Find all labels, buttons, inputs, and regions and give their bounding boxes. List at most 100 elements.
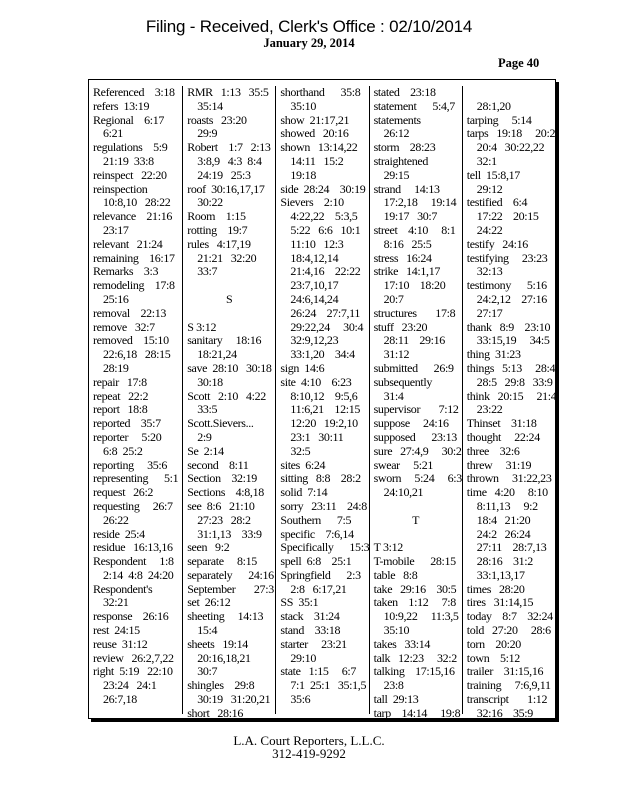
index-term-line: Southern 7:5 xyxy=(280,512,352,527)
index-term-line: shingles 29:8 xyxy=(187,678,255,693)
index-term-line: Remarks 3:3 xyxy=(93,264,159,279)
index-entry: town 5:12 xyxy=(463,650,555,666)
index-entry: submitted 26:9 xyxy=(370,361,462,376)
index-entry: sites 6:24 xyxy=(276,458,368,473)
index-term-line: statement 5:4,7 xyxy=(373,98,456,113)
index-term-line: times 28:20 xyxy=(466,581,525,596)
index-term-line: Se 2:14 xyxy=(187,443,224,458)
index-entry: suppose 24:16 xyxy=(370,416,462,431)
index-term-line: right 5:19 22:10 xyxy=(93,664,173,679)
index-entry: take 29:16 30:5 xyxy=(370,582,462,597)
index-term-line: residue 16:13,16 xyxy=(93,540,173,555)
index-term-line: reinspect 22:20 xyxy=(93,167,167,182)
index-term-line: stand 33:18 xyxy=(280,623,341,638)
index-entry: reside 25:4 xyxy=(89,527,181,542)
index-entry: table 8:8 xyxy=(370,568,462,583)
index-term-line: SS 35:1 xyxy=(280,595,319,610)
index-term-line: solid 7:14 xyxy=(280,485,328,500)
index-ref-line: 30:22 xyxy=(197,195,223,210)
index-entry: residue 16:13,16 xyxy=(89,540,181,555)
index-entry: sheeting 14:13 15:4 xyxy=(183,609,275,638)
index-entry: tarp 14:14 19:8 xyxy=(370,706,462,721)
index-term-line: regulations 5:9 xyxy=(93,140,168,155)
index-term-line: tell 15:8,17 xyxy=(466,167,520,182)
index-ref-line: 14:11 15:2 xyxy=(290,153,344,168)
index-term-line: response 26:16 xyxy=(93,609,169,624)
index-ref-line: 35:10 xyxy=(290,98,316,113)
index-term-line: street 4:10 8:1 xyxy=(373,222,456,237)
index-ref-line: 32:21 xyxy=(103,595,129,610)
index-term-line: today 8:7 32:24 xyxy=(466,609,553,624)
index-entry: think 20:15 21:4 23:22 xyxy=(463,389,557,418)
index-term-line xyxy=(183,307,275,321)
index-entry: report 18:8 xyxy=(89,403,181,417)
index-ref-line: 26:12 xyxy=(383,126,410,141)
index-term-line: refers 13:19 xyxy=(93,98,150,113)
index-term-line: spell 6:8 25:1 xyxy=(280,554,352,569)
index-term-line: shown 13:14,22 xyxy=(280,140,358,155)
index-term-line: town 5:12 xyxy=(466,650,520,665)
index-ref-line: 31:12 xyxy=(383,347,410,362)
index-ref-line: 28:16 31:2 xyxy=(476,554,533,569)
index-term-line: separately 24:16 xyxy=(187,567,274,582)
index-ref-line: 6:8 25:2 xyxy=(103,443,143,458)
index-term-line: Section 32:19 xyxy=(187,471,257,486)
index-ref-line: 22:6,18 28:15 xyxy=(103,347,171,362)
index-term-line: relevant 21:24 xyxy=(93,236,163,251)
index-entry: T 3:12 xyxy=(370,540,462,555)
index-entry: specific 7:6,14 xyxy=(276,526,368,542)
index-entry: torn 20:20 xyxy=(463,637,555,652)
index-term-line: told 27:20 28:6 xyxy=(466,623,551,638)
index-ref-line: 8:10,12 9:5,6 xyxy=(290,388,358,403)
index-term-line: Springfield 2:3 xyxy=(280,567,361,582)
index-term-line: report 18:8 xyxy=(93,402,148,417)
index-entry: remove 32:7 xyxy=(89,320,181,335)
index-term-line: Regional 6:17 xyxy=(93,112,165,127)
index-entry: stack 31:24 xyxy=(276,609,368,624)
index-term-line: thought 22:24 xyxy=(466,429,540,444)
index-ref-line: 32:1 xyxy=(476,153,497,168)
index-term-line: Sections 4:8,18 xyxy=(187,485,264,500)
index-ref-line: 20:16,18,21 xyxy=(197,650,251,665)
index-term-line: trailer 31:15,16 xyxy=(466,664,544,679)
index-term-line: removal 22:13 xyxy=(93,305,167,320)
index-entry: training 7:6,9,11 xyxy=(463,678,555,693)
index-entry: sorry 23:11 24:8 xyxy=(276,499,368,514)
index-ref-line: 28:1,20 xyxy=(476,98,511,113)
index-entry: street 4:10 8:1 8:16 25:5 xyxy=(370,222,462,252)
index-term-line: Robert 1:7 2:13 xyxy=(187,140,271,155)
index-entry: response 26:16 xyxy=(89,609,181,624)
index-entry: T-mobile 28:15 xyxy=(370,554,462,569)
index-entry: things 5:13 28:4 28:5 29:8 33:9 xyxy=(463,361,556,390)
index-entry: removed 15:10 22:6,18 28:15 28:19 xyxy=(89,334,181,375)
index-entry: S 3:12 xyxy=(183,320,275,335)
index-entry: starter 23:21 29:10 xyxy=(276,637,368,666)
index-entry: September 27:3 xyxy=(183,582,275,597)
index-entry: testimony 5:16 24:2,12 27:16 27:17 xyxy=(463,278,555,320)
index-ref-line: 23:7,10,17 xyxy=(290,278,339,293)
index-entry: Specifically 15:3 xyxy=(276,540,369,555)
index-term-line: show 21:17,21 xyxy=(280,112,350,127)
index-entry: strike 14:1,17 17:10 18:20 20:7 xyxy=(370,265,462,306)
index-term-line: testified 6:4 xyxy=(466,195,528,210)
index-ref-line: 2:9 xyxy=(197,429,212,444)
index-term-line: tires 31:14,15 xyxy=(466,595,534,610)
index-entry: RMR 1:13 35:5 35:14 xyxy=(183,85,275,114)
index-term-line: rotting 19:7 xyxy=(187,222,248,237)
index-entry: subsequently 31:4 xyxy=(370,375,462,404)
index-entry: separately 24:16 xyxy=(183,567,275,583)
index-term-line xyxy=(370,528,462,542)
index-entry: thank 8:9 23:10 33:15,19 34:5 xyxy=(463,320,555,349)
index-entry: Section 32:19 xyxy=(183,472,275,486)
index-entry: reinspect 22:20 xyxy=(89,167,181,183)
index-ref-line: 2:8 6:17,21 xyxy=(290,581,347,596)
index-term-line: T-mobile 28:15 xyxy=(373,554,457,569)
index-term-line xyxy=(370,500,462,514)
index-column: 28:1,20 tarping 5:14 tarps 19:18 20:2 20:4 … xyxy=(461,86,557,720)
index-term-line xyxy=(463,86,555,100)
index-entry: Remarks 3:3 xyxy=(89,265,181,279)
index-term-line: specific 7:6,14 xyxy=(280,526,354,541)
index-term-line: tall 29:13 xyxy=(373,692,419,707)
index-ref-line: 32:16 35:9 xyxy=(476,705,533,720)
index-entry: relevant 21:24 xyxy=(89,236,181,252)
